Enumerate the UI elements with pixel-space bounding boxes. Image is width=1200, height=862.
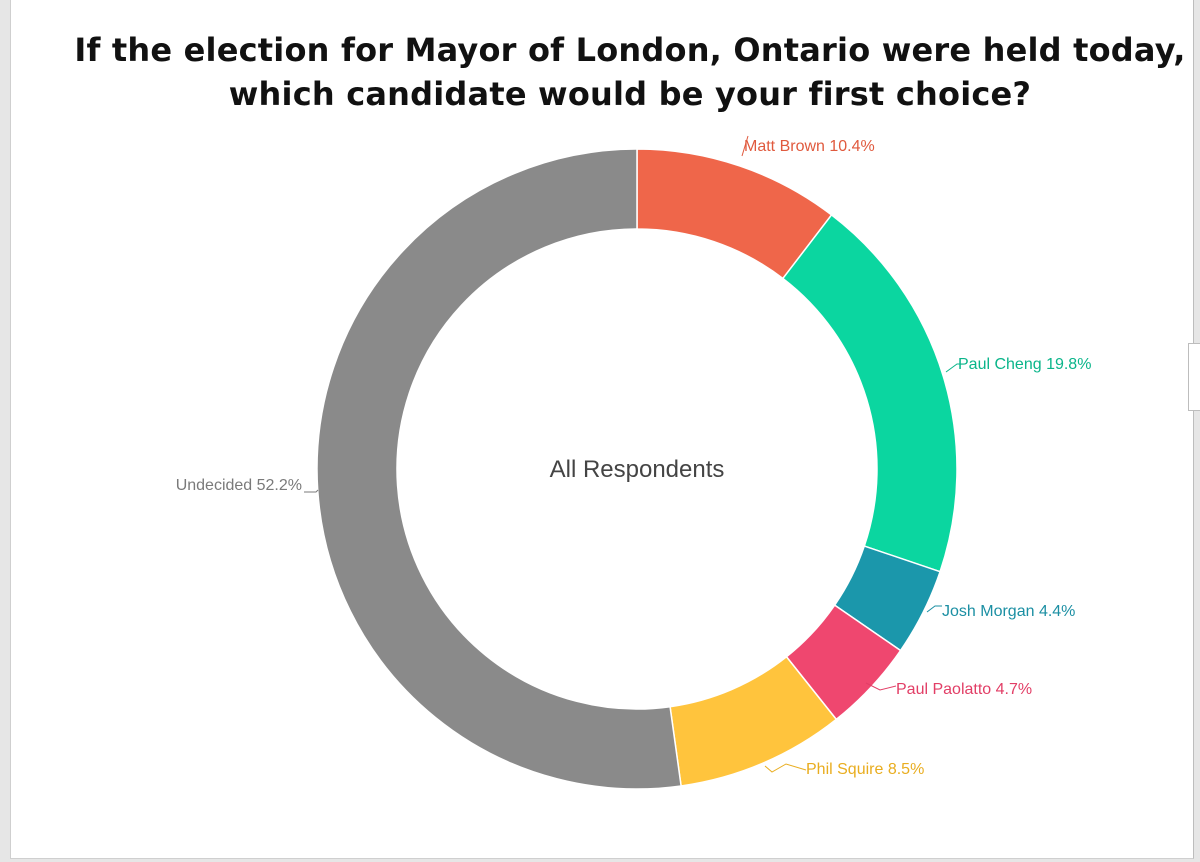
- label-group: Matt Brown 10.4% Paul Cheng 19.8% Josh Mor…: [176, 138, 1092, 778]
- leader-line-paul-cheng: [945, 363, 960, 373]
- data-label-matt-brown: Matt Brown 10.4%: [744, 138, 875, 155]
- leader-line-undecided: [304, 489, 319, 493]
- slice-paul-cheng[interactable]: [781, 213, 958, 573]
- title-line-1: If the election for Mayor of London, Ont…: [74, 31, 1186, 69]
- data-label-undecided: Undecided 52.2%: [176, 477, 302, 494]
- title-line-2: which candidate would be your first choi…: [228, 75, 1032, 113]
- data-label-paul-paolatto: Paul Paolatto 4.7%: [896, 681, 1032, 698]
- data-label-josh-morgan: Josh Morgan 4.4%: [942, 603, 1075, 620]
- leader-line-josh-morgan: [926, 605, 942, 613]
- leader-line-matt-brown: [741, 135, 749, 157]
- scroll-tab[interactable]: [1188, 343, 1200, 411]
- slice-group: [316, 148, 958, 790]
- slice-undecided[interactable]: [316, 148, 682, 790]
- chart-title: If the election for Mayor of London, Ont…: [30, 28, 1200, 116]
- center-label: All Respondents: [550, 456, 725, 483]
- leader-line-paul-paolatto: [865, 682, 897, 691]
- data-label-phil-squire: Phil Squire 8.5%: [806, 761, 924, 778]
- leader-line-phil-squire: [764, 763, 807, 773]
- leader-group: [304, 135, 960, 773]
- data-label-paul-cheng: Paul Cheng 19.8%: [958, 356, 1091, 373]
